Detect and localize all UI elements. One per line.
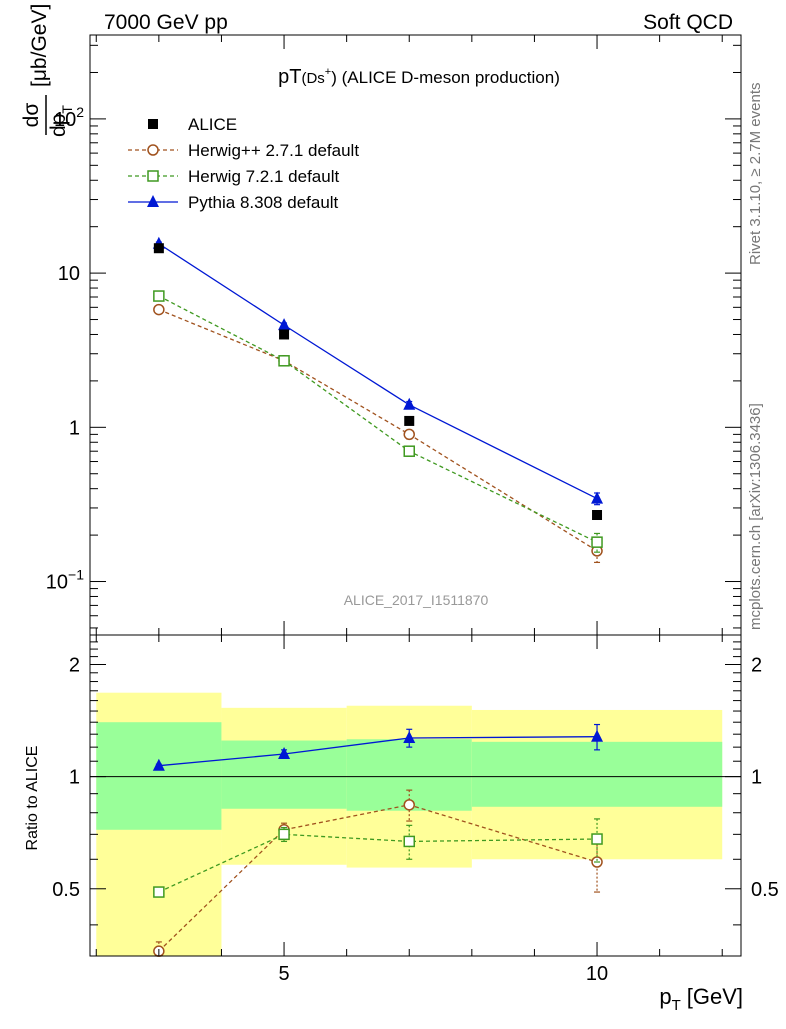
x-tick-label: 10 — [586, 963, 608, 985]
data-point-square — [153, 243, 164, 254]
y-tick-base: 10 — [54, 109, 76, 131]
main-herwig-2-7-1-default-line — [158, 308, 598, 552]
data-point-open-circle — [403, 428, 415, 441]
data-point-triangle — [278, 747, 291, 760]
ratio-y-label: Ratio to ALICE — [24, 746, 41, 851]
ratio-panel-data — [152, 723, 604, 957]
xlabel-unit: [GeV] — [687, 984, 743, 1009]
mcplots-label: mcplots.cern.ch [arXiv:1306.3436] — [747, 403, 764, 630]
legend-label: Pythia 8.308 default — [188, 193, 339, 212]
data-point-square — [404, 415, 415, 426]
data-point-open-square — [591, 536, 603, 548]
legend-label: Herwig 7.2.1 default — [188, 167, 339, 186]
main-pythia-8-308-default-line — [158, 243, 598, 500]
ratio-herwig-2-7-1-default-line — [158, 804, 598, 952]
main-herwig-7-2-1-default-line — [158, 295, 598, 543]
main-title-sup: + — [325, 66, 331, 78]
ratio-herwig-7-2-1-default-line — [158, 833, 598, 893]
ratio-y-tick-label-left: 0.5 — [52, 879, 80, 901]
x-tick-label: 5 — [278, 963, 289, 985]
y-tick-exp: 2 — [76, 104, 84, 120]
data-point-triangle — [152, 758, 165, 771]
ratio-band-green — [471, 741, 723, 807]
data-point-triangle — [403, 730, 416, 743]
ratio-y-tick-label-right: 1 — [751, 767, 762, 789]
rivet-version-label: Rivet 3.1.10, ≥ 2.7M events — [747, 83, 764, 266]
legend-label: ALICE — [188, 115, 237, 134]
main-title: pT(Ds+) (ALICE D-meson production) — [278, 66, 560, 88]
xlabel-main: p — [659, 984, 671, 1009]
ratio-y-tick-label-right: 0.5 — [751, 879, 779, 901]
header-right-label: Soft QCD — [643, 11, 733, 34]
ratio-y-tick-label-right: 2 — [751, 654, 762, 676]
legend-entry: Herwig++ 2.7.1 default — [128, 141, 359, 160]
data-point-open-square — [403, 445, 415, 457]
data-point-open-circle — [153, 303, 165, 316]
ratio-pythia-8-308-default-line — [158, 736, 598, 767]
analysis-watermark: ALICE_2017_I1511870 — [344, 592, 489, 608]
ratio-panel-axes: 5 10 0.5 0.5 1 1 2 2 — [52, 635, 779, 985]
y-tick-label: 1 — [69, 417, 80, 439]
main-title-sub: (Ds — [301, 70, 324, 87]
legend: ALICE Herwig++ 2.7.1 default Herwig 7.2.1 … — [128, 115, 359, 212]
data-point-open-square — [278, 828, 290, 841]
y-tick-base: 10 — [46, 572, 68, 594]
data-point-square — [148, 119, 158, 129]
ratio-band-green — [96, 722, 222, 830]
data-point-open-square — [153, 886, 165, 898]
y-tick-exp: −1 — [68, 567, 84, 583]
x-axis-label: pT [GeV] — [659, 984, 743, 1014]
legend-entry: Herwig 7.2.1 default — [128, 167, 339, 186]
data-point-triangle — [147, 195, 159, 207]
data-point-open-circle — [147, 144, 159, 156]
legend-label: Herwig++ 2.7.1 default — [188, 141, 359, 160]
ratio-y-tick-label-left: 2 — [69, 654, 80, 676]
data-point-open-circle — [403, 799, 415, 811]
data-point-open-square — [403, 835, 415, 848]
main-title-rest: ) (ALICE D-meson production) — [331, 68, 560, 87]
data-point-open-square — [278, 355, 290, 367]
data-point-open-square — [591, 833, 603, 845]
y-tick-label: 102 — [54, 104, 84, 131]
ylabel-unit: [μb/GeV] — [28, 4, 51, 87]
legend-entry: Pythia 8.308 default — [128, 193, 339, 212]
legend-entry: ALICE — [148, 115, 237, 134]
data-point-square — [279, 329, 290, 340]
data-point-triangle — [591, 491, 604, 504]
ylabel-denominator-main: dp — [47, 114, 70, 137]
header-left-label: 7000 GeV pp — [104, 11, 228, 34]
ratio-y-tick-label-left: 1 — [69, 767, 80, 789]
main-title-main: pT — [278, 66, 301, 88]
data-point-triangle — [278, 318, 291, 331]
data-point-triangle — [403, 397, 416, 410]
main-panel-data — [152, 236, 604, 564]
data-point-triangle — [591, 729, 604, 742]
ylabel-denominator-sub: T — [59, 105, 75, 114]
y-tick-label: 10 — [58, 263, 80, 285]
data-point-open-square — [153, 290, 165, 302]
data-point-open-square — [147, 170, 159, 182]
ylabel-numerator: dσ — [20, 103, 43, 128]
xlabel-sub: T — [672, 997, 681, 1014]
data-point-square — [592, 510, 603, 521]
ylabel-denominator: dpT — [47, 105, 75, 137]
main-y-label: dσ dpT [μb/GeV] — [20, 4, 75, 137]
ratio-panel-frame — [89, 634, 742, 957]
y-tick-label: 10−1 — [46, 567, 84, 594]
